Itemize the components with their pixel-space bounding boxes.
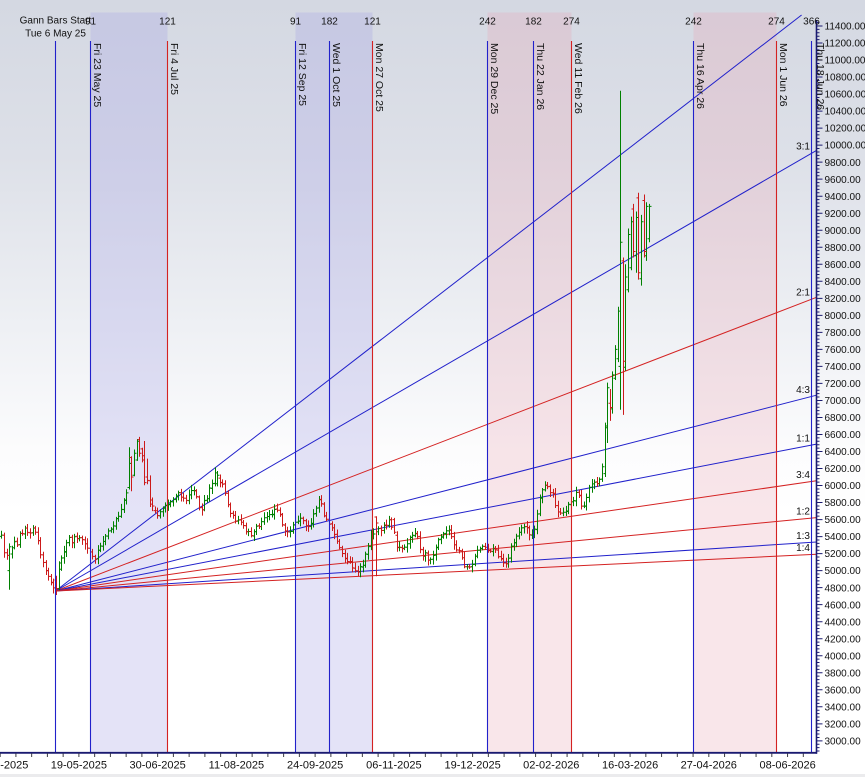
svg-text:27-04-2026: 27-04-2026 — [681, 760, 737, 772]
svg-text:Thu 22 Jan 26: Thu 22 Jan 26 — [534, 43, 546, 110]
svg-text:9000.00: 9000.00 — [825, 226, 862, 237]
svg-text:7400.00: 7400.00 — [825, 362, 862, 373]
svg-text:1:4: 1:4 — [796, 543, 810, 554]
svg-text:6800.00: 6800.00 — [825, 413, 862, 424]
svg-text:182: 182 — [525, 17, 542, 28]
svg-text:1:3: 1:3 — [796, 531, 810, 542]
svg-text:3800.00: 3800.00 — [825, 668, 862, 679]
svg-text:274: 274 — [563, 17, 580, 28]
svg-text:Fri 23 May 25: Fri 23 May 25 — [91, 43, 103, 107]
svg-text:Mon 27 Oct 25: Mon 27 Oct 25 — [373, 43, 385, 112]
svg-text:121: 121 — [159, 17, 176, 28]
svg-text:9800.00: 9800.00 — [825, 158, 862, 169]
svg-text:1:1: 1:1 — [796, 434, 810, 445]
svg-text:1:2: 1:2 — [796, 507, 810, 518]
svg-text:3:1: 3:1 — [796, 142, 810, 153]
svg-text:10200.00: 10200.00 — [825, 124, 865, 135]
svg-text:30-06-2025: 30-06-2025 — [129, 760, 185, 772]
svg-text:9200.00: 9200.00 — [825, 209, 862, 220]
svg-text:242: 242 — [685, 17, 702, 28]
svg-text:8600.00: 8600.00 — [825, 260, 862, 271]
svg-text:4000.00: 4000.00 — [825, 651, 862, 662]
svg-text:274: 274 — [768, 17, 785, 28]
svg-text:07-04-2025: 07-04-2025 — [0, 760, 28, 772]
svg-text:6600.00: 6600.00 — [825, 430, 862, 441]
svg-text:19-05-2025: 19-05-2025 — [51, 760, 107, 772]
svg-text:16-03-2026: 16-03-2026 — [602, 760, 658, 772]
svg-text:8000.00: 8000.00 — [825, 311, 862, 322]
svg-text:242: 242 — [479, 17, 496, 28]
svg-text:Wed 11 Feb 26: Wed 11 Feb 26 — [572, 43, 584, 114]
svg-text:5600.00: 5600.00 — [825, 515, 862, 526]
svg-text:121: 121 — [364, 17, 381, 28]
svg-text:7600.00: 7600.00 — [825, 345, 862, 356]
svg-text:3:4: 3:4 — [796, 470, 810, 481]
svg-text:Thu 16 Apr 26: Thu 16 Apr 26 — [694, 43, 706, 109]
svg-text:3400.00: 3400.00 — [825, 702, 862, 713]
svg-text:5400.00: 5400.00 — [825, 532, 862, 543]
svg-text:4200.00: 4200.00 — [825, 634, 862, 645]
svg-text:5000.00: 5000.00 — [825, 566, 862, 577]
svg-text:8400.00: 8400.00 — [825, 277, 862, 288]
svg-text:6200.00: 6200.00 — [825, 464, 862, 475]
svg-text:Gann Bars Start: Gann Bars Start — [20, 16, 92, 27]
svg-text:02-02-2026: 02-02-2026 — [523, 760, 579, 772]
svg-text:7200.00: 7200.00 — [825, 379, 862, 390]
svg-text:6000.00: 6000.00 — [825, 481, 862, 492]
svg-text:Fri 12 Sep 25: Fri 12 Sep 25 — [296, 43, 308, 106]
svg-text:4400.00: 4400.00 — [825, 617, 862, 628]
svg-text:08-06-2026: 08-06-2026 — [759, 760, 815, 772]
svg-text:8200.00: 8200.00 — [825, 294, 862, 305]
svg-text:2:1: 2:1 — [796, 288, 810, 299]
svg-text:6400.00: 6400.00 — [825, 447, 862, 458]
svg-text:10800.00: 10800.00 — [825, 73, 865, 84]
svg-text:7800.00: 7800.00 — [825, 328, 862, 339]
svg-text:Wed 1 Oct 25: Wed 1 Oct 25 — [330, 43, 342, 107]
svg-text:9600.00: 9600.00 — [825, 175, 862, 186]
svg-text:11000.00: 11000.00 — [825, 56, 865, 67]
svg-text:Mon 29 Dec 25: Mon 29 Dec 25 — [488, 43, 500, 114]
svg-text:3000.00: 3000.00 — [825, 736, 862, 747]
svg-text:19-12-2025: 19-12-2025 — [444, 760, 500, 772]
svg-text:5200.00: 5200.00 — [825, 549, 862, 560]
svg-text:11200.00: 11200.00 — [825, 39, 865, 50]
svg-text:3600.00: 3600.00 — [825, 685, 862, 696]
svg-text:9400.00: 9400.00 — [825, 192, 862, 203]
svg-text:10400.00: 10400.00 — [825, 107, 865, 118]
svg-text:11400.00: 11400.00 — [825, 22, 865, 33]
svg-text:182: 182 — [321, 17, 338, 28]
svg-text:91: 91 — [85, 17, 97, 28]
svg-text:06-11-2025: 06-11-2025 — [366, 760, 421, 772]
svg-text:3200.00: 3200.00 — [825, 719, 862, 730]
svg-text:366: 366 — [803, 17, 820, 28]
svg-text:24-09-2025: 24-09-2025 — [287, 760, 343, 772]
svg-text:4800.00: 4800.00 — [825, 583, 862, 594]
svg-text:5800.00: 5800.00 — [825, 498, 862, 509]
svg-text:Mon 1 Jun 26: Mon 1 Jun 26 — [777, 43, 789, 107]
svg-text:Thu 18 Jun 26: Thu 18 Jun 26 — [814, 43, 826, 110]
svg-text:4:3: 4:3 — [796, 385, 810, 396]
svg-text:Fri 4 Jul 25: Fri 4 Jul 25 — [168, 43, 180, 95]
svg-text:91: 91 — [290, 17, 302, 28]
svg-text:7000.00: 7000.00 — [825, 396, 862, 407]
svg-text:11-08-2025: 11-08-2025 — [209, 760, 264, 772]
svg-text:10600.00: 10600.00 — [825, 90, 865, 101]
svg-text:4600.00: 4600.00 — [825, 600, 862, 611]
svg-text:8800.00: 8800.00 — [825, 243, 862, 254]
svg-text:10000.00: 10000.00 — [825, 141, 865, 152]
svg-text:Tue 6 May 25: Tue 6 May 25 — [25, 28, 86, 39]
